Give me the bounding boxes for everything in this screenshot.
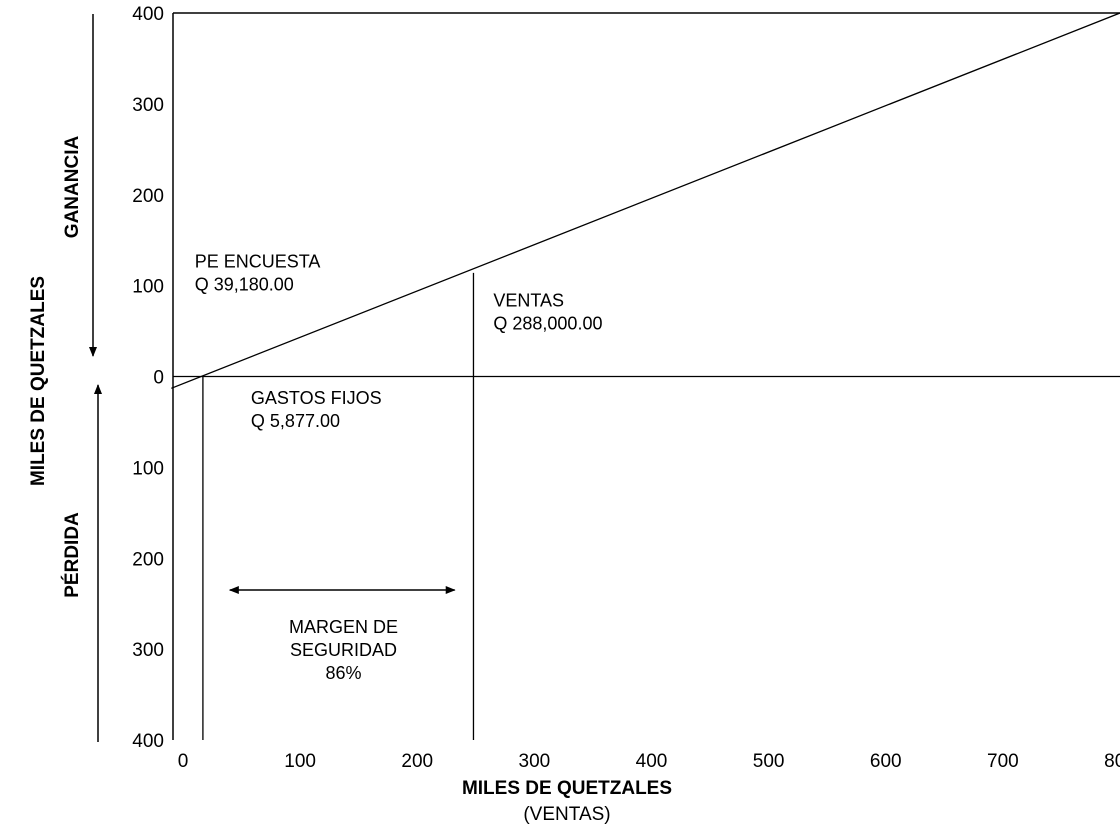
y-tick-label: 400 — [132, 731, 164, 752]
x-tick-label: 300 — [519, 751, 551, 772]
annotation-line: MARGEN DE — [289, 617, 398, 637]
x-tick-label: 700 — [987, 751, 1019, 772]
annotation-line: Q 288,000.00 — [493, 314, 602, 334]
y-tick-label: 100 — [132, 277, 164, 298]
y-tick-label: 0 — [153, 368, 164, 389]
x-axis-subtitle: (VENTAS) — [523, 804, 610, 825]
y-tick-label: 300 — [132, 95, 164, 116]
x-axis-title: MILES DE QUETZALES — [462, 778, 672, 799]
annotation-1: VENTAS Q 288,000.00 — [493, 291, 602, 334]
series-layer — [171, 12, 1120, 389]
annotation-3: MARGEN DE SEGURIDAD 86% — [289, 617, 398, 683]
y-axis-title: MILES DE QUETZALES — [28, 276, 49, 486]
annotation-line: SEGURIDAD — [290, 640, 397, 660]
x-tick-label: 800 — [1104, 751, 1120, 772]
annotation-2: GASTOS FIJOS Q 5,877.00 — [251, 388, 382, 431]
annotation-line: 86% — [325, 663, 361, 683]
x-tick-label: 200 — [401, 751, 433, 772]
y-axis-profit-label: GANANCIA — [62, 136, 83, 239]
x-tick-label: 0 — [178, 751, 189, 772]
x-tick-labels: 0 100 200 300 400 500 600 700 800 — [178, 751, 1120, 772]
x-tick-label: 500 — [753, 751, 785, 772]
y-tick-labels: 400 300 200 100 0 100 200 300 400 — [132, 4, 164, 752]
annotations: PE ENCUESTA Q 39,180.00 VENTAS Q 288,000.00… — [195, 251, 603, 682]
y-tick-label: 100 — [132, 458, 164, 479]
y-tick-label: 200 — [132, 186, 164, 207]
y-tick-label: 400 — [132, 4, 164, 25]
series-line-0 — [171, 12, 1120, 389]
y-axis-loss-label: PÉRDIDA — [61, 512, 83, 598]
annotation-line: PE ENCUESTA — [195, 251, 321, 271]
reference-lines — [173, 272, 1120, 740]
x-tick-label: 600 — [870, 751, 902, 772]
x-tick-label: 400 — [636, 751, 668, 772]
y-tick-label: 200 — [132, 549, 164, 570]
y-tick-label: 300 — [132, 640, 164, 661]
annotation-line: GASTOS FIJOS — [251, 388, 382, 408]
annotation-line: Q 5,877.00 — [251, 411, 340, 431]
annotation-line: Q 39,180.00 — [195, 274, 294, 294]
annotation-line: VENTAS — [493, 291, 564, 311]
annotation-0: PE ENCUESTA Q 39,180.00 — [195, 251, 321, 294]
x-tick-label: 100 — [284, 751, 316, 772]
